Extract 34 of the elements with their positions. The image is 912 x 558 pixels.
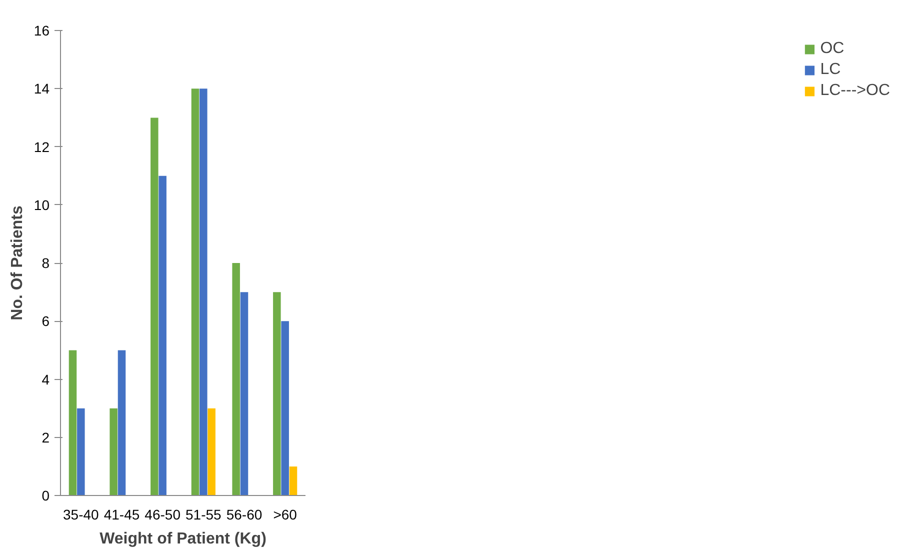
legend-label: LC — [820, 61, 841, 79]
bar — [232, 263, 240, 496]
x-tick-label: 51-55 — [186, 506, 222, 522]
bar — [289, 466, 298, 496]
bar — [158, 176, 166, 496]
bar — [200, 88, 208, 496]
y-tick-label: 8 — [42, 255, 50, 271]
y-tick-label: 0 — [42, 488, 50, 504]
bar — [68, 350, 77, 496]
y-axis-title: No. Of Patients — [8, 206, 26, 320]
y-tick-label: 16 — [34, 22, 50, 38]
y-tick-label: 4 — [42, 371, 50, 388]
y-tick-label: 6 — [42, 313, 50, 330]
x-tick-label: 46-50 — [144, 506, 181, 522]
bar — [110, 408, 118, 496]
legend-label: LC--->OC — [820, 82, 890, 100]
y-tick-label: 10 — [34, 196, 50, 213]
x-tick-label: >60 — [273, 506, 298, 522]
bar — [273, 292, 281, 496]
y-tick-label: 2 — [42, 429, 50, 446]
bar — [150, 118, 158, 496]
bar — [281, 321, 289, 496]
y-tick-label: 12 — [34, 138, 50, 155]
y-tick-label: 14 — [34, 80, 50, 97]
x-tick-label: 56-60 — [226, 506, 262, 522]
bar — [240, 292, 248, 496]
legend-label: OC — [820, 40, 844, 58]
x-tick-label: 41-45 — [104, 506, 140, 522]
bar — [191, 88, 200, 496]
x-tick-label: 35-40 — [63, 506, 100, 522]
bar — [77, 408, 85, 496]
x-axis-title: Weight of Patient (Kg) — [100, 530, 266, 548]
bar — [118, 350, 126, 496]
bar — [208, 408, 216, 496]
